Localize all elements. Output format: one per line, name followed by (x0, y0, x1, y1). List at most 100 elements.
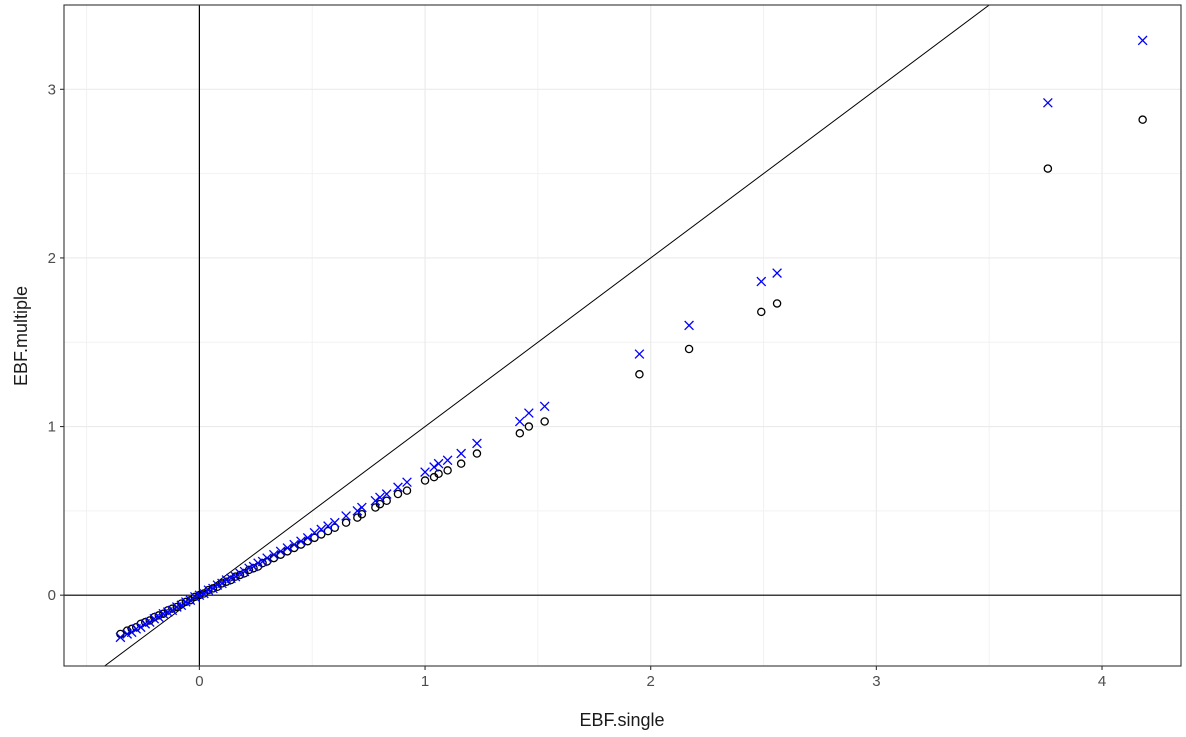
point-cross (756, 276, 767, 287)
point-cross-stroke (282, 543, 293, 553)
point-circle (434, 469, 443, 479)
point-cross-stroke (442, 455, 453, 466)
point-cross (329, 517, 340, 528)
point-cross (115, 632, 126, 643)
point-cross-stroke (756, 276, 767, 287)
point-circle (635, 370, 644, 379)
point-cross (309, 527, 320, 538)
point-cross-stroke (402, 477, 412, 488)
point-cross (375, 492, 385, 503)
plot-panel-border (63, 4, 1182, 667)
point-cross-stroke (472, 438, 482, 449)
point-cross (381, 489, 392, 499)
point-cross-stroke (352, 506, 363, 516)
y-axis: 0 1 2 3 (48, 81, 64, 604)
point-cross-stroke (176, 600, 187, 611)
point-circle (402, 486, 412, 495)
point-cross (230, 571, 241, 582)
point-cross (239, 566, 250, 577)
point-cross-stroke (309, 527, 320, 538)
point-circle (341, 518, 351, 527)
point-circle (316, 530, 326, 539)
point-circle (524, 422, 534, 431)
point-cross-stroke (275, 546, 286, 557)
point-cross-stroke (239, 566, 250, 577)
point-cross (514, 416, 525, 427)
point-cross-stroke (539, 401, 550, 412)
point-cross-stroke (296, 536, 306, 547)
point-cross (269, 549, 279, 560)
reference-lines (64, 5, 1181, 666)
point-cross-stroke (514, 416, 525, 427)
point-cross (393, 482, 403, 493)
minor-gridlines (64, 5, 1181, 666)
identity-line (103, 5, 991, 666)
point-cross (402, 477, 412, 488)
point-cross-stroke (208, 583, 218, 594)
point-cross-stroke (135, 622, 146, 633)
y-tick-label: 1 (48, 419, 56, 436)
point-cross-stroke (370, 495, 381, 506)
point-cross (126, 627, 137, 638)
point-circle (357, 509, 367, 519)
x-axis-title: EBF.single (579, 710, 664, 730)
point-cross (316, 524, 327, 535)
point-cross (684, 320, 694, 331)
point-cross-stroke (230, 571, 241, 582)
point-cross-stroke (381, 489, 392, 499)
x-axis: 0 1 2 3 4 (195, 666, 1106, 690)
point-circle (443, 466, 452, 475)
point-cross (248, 561, 259, 572)
point-cross-stroke (153, 612, 164, 622)
point-circle (310, 533, 319, 543)
point-cross (176, 600, 187, 611)
point-cross-stroke (257, 556, 268, 567)
point-cross-stroke (523, 408, 534, 418)
y-tick-label: 3 (48, 81, 56, 98)
point-cross (153, 612, 164, 622)
point-cross-stroke (1137, 35, 1148, 46)
point-cross (302, 532, 313, 543)
point-cross (257, 556, 268, 567)
x-tick-label: 3 (872, 673, 880, 690)
point-cross (289, 539, 300, 550)
y-tick-label: 2 (48, 250, 56, 267)
point-cross (217, 578, 227, 589)
point-cross-stroke (289, 539, 300, 550)
point-cross-stroke (323, 521, 333, 531)
point-cross-stroke (456, 448, 467, 459)
point-cross (1043, 97, 1053, 108)
point-circle (472, 449, 482, 458)
point-circle (540, 417, 549, 426)
point-cross (341, 511, 351, 521)
point-cross-stroke (167, 605, 178, 616)
point-circle (1138, 115, 1147, 124)
y-tick-label: 0 (48, 587, 56, 604)
point-cross-stroke (1043, 97, 1053, 108)
point-cross (523, 408, 534, 418)
point-cross (772, 268, 782, 278)
point-cross-stroke (684, 320, 694, 331)
point-circle (375, 499, 385, 509)
x-tick-label: 1 (421, 673, 429, 690)
point-cross (1137, 35, 1148, 46)
point-circle (456, 459, 466, 468)
point-cross (282, 543, 293, 553)
point-cross-stroke (433, 458, 444, 469)
point-cross (472, 438, 482, 449)
point-cross-stroke (269, 549, 279, 560)
point-cross-stroke (393, 482, 403, 493)
x-tick-label: 2 (647, 673, 655, 690)
point-circle (420, 476, 430, 485)
point-cross-stroke (115, 632, 126, 643)
point-cross-stroke (341, 511, 351, 521)
point-cross-stroke (217, 578, 227, 589)
point-cross (167, 605, 178, 616)
point-cross (539, 401, 550, 412)
x-tick-label: 0 (195, 673, 203, 690)
point-cross (323, 521, 333, 531)
point-circle (1043, 164, 1053, 173)
point-cross (352, 506, 363, 516)
point-cross-stroke (199, 588, 209, 599)
